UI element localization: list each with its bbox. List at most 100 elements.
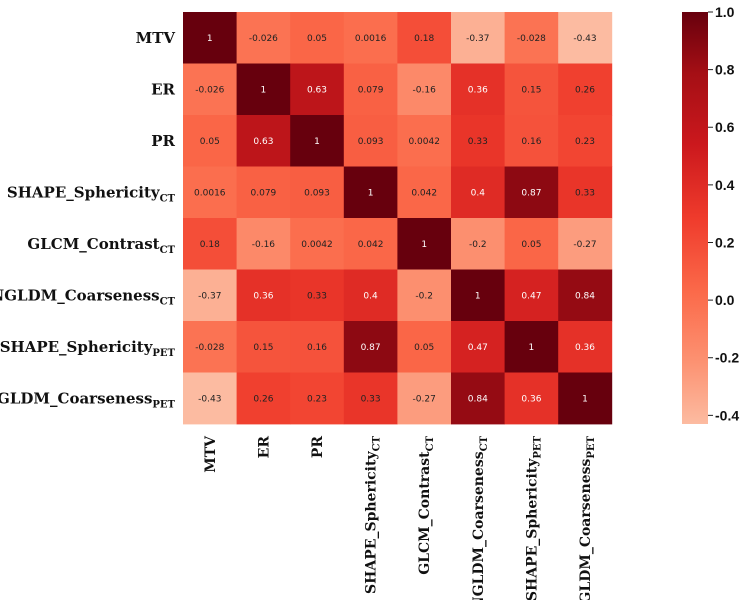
cell-value-r3-c0: 0.0016 [194,188,226,198]
heatmap-cell-r0-c6 [504,12,559,64]
cell-value-r0-c0: 1 [207,34,213,44]
heatmap-cells [183,12,613,425]
cell-value-r5-c3: 0.4 [363,291,378,301]
row-label-0: MTV [136,29,176,47]
heatmap-cell-r0-c3 [343,12,398,64]
cell-value-r7-c4: -0.27 [413,394,436,404]
cell-value-r5-c6: 0.47 [521,291,541,301]
cell-value-r2-c6: 0.16 [521,137,541,147]
cell-value-r6-c6: 1 [529,343,535,353]
column-label-6: SHAPE_SphericityPET [524,435,543,600]
cell-value-r5-c2: 0.33 [307,291,327,301]
cell-value-r5-c1: 0.36 [253,291,273,301]
cell-value-r7-c3: 0.33 [361,394,381,404]
heatmap-cell-r2-c0 [183,115,237,167]
column-label-7: NGLDM_CoarsenessPET [578,435,597,600]
heatmap-cell-r6-c5 [451,321,505,373]
heatmap-cell-r6-c7 [558,321,613,373]
heatmap-cell-r7-c0 [183,372,237,425]
heatmap-cell-r3-c5 [451,166,505,219]
heatmap-cell-r3-c7 [558,166,613,219]
heatmap-cell-r7-c5 [451,372,505,425]
cell-value-r0-c4: 0.18 [414,34,434,44]
heatmap-cell-r1-c5 [451,63,505,116]
heatmap-cell-r3-c4 [397,166,452,219]
heatmap-cell-r3-c0 [183,166,237,219]
row-label-2: PR [151,132,175,150]
cell-value-r7-c6: 0.36 [521,394,541,404]
heatmap-cell-r7-c6 [504,372,559,425]
cell-value-r4-c1: -0.16 [252,240,276,250]
row-label-6: SHAPE_SphericityPET [0,338,176,359]
heatmap-cell-r2-c5 [451,115,505,167]
cell-value-r1-c2: 0.63 [307,85,327,95]
cell-value-r7-c5: 0.84 [468,394,488,404]
cell-value-r6-c5: 0.47 [468,343,488,353]
heatmap-cell-r2-c6 [504,115,559,167]
row-label-3: SHAPE_SphericityCT [7,183,176,204]
heatmap-cell-r6-c4 [397,321,452,373]
colorbar-tick-label-7: -0.4 [715,407,739,423]
heatmap-cell-r0-c1 [236,12,291,64]
cell-value-r5-c5: 1 [475,291,481,301]
heatmap-cell-r5-c5 [451,269,505,322]
heatmap-cell-r7-c4 [397,372,452,425]
cell-value-r7-c7: 1 [582,394,588,404]
colorbar-tick-label-1: 0.8 [715,62,735,78]
cell-value-r6-c2: 0.16 [307,343,327,353]
cell-value-r2-c0: 0.05 [200,137,220,147]
cell-value-r1-c3: 0.079 [358,85,384,95]
cell-value-r1-c7: 0.26 [575,85,595,95]
colorbar-tick-label-2: 0.6 [715,119,735,135]
cell-value-r2-c4: 0.0042 [408,137,440,147]
heatmap-cell-r0-c2 [290,12,345,64]
heatmap-cell-r4-c0 [183,218,237,270]
heatmap-cell-r4-c7 [558,218,613,270]
colorbar-tick-label-5: 0.0 [715,292,735,308]
heatmap-cell-r4-c2 [290,218,345,270]
heatmap-cell-r2-c3 [343,115,398,167]
heatmap-cell-r1-c6 [504,63,559,116]
cell-value-r6-c3: 0.87 [361,343,381,353]
column-label-5: NGLDM_CoarsenessCT [471,435,490,600]
cell-value-r5-c4: -0.2 [415,291,433,301]
colorbar-tick-label-6: -0.2 [715,350,739,366]
colorbar-gradient [682,12,708,424]
cell-value-r4-c0: 0.18 [200,240,220,250]
heatmap-cell-r0-c7 [558,12,613,64]
cell-value-r1-c6: 0.15 [521,85,541,95]
heatmap-cell-r1-c7 [558,63,613,116]
heatmap-cell-r5-c2 [290,269,345,322]
cell-value-r0-c6: -0.028 [517,34,546,44]
cell-value-r6-c0: -0.028 [195,343,224,353]
column-label-4: GLCM_ContrastCT [417,435,436,574]
cell-value-r3-c4: 0.042 [411,188,437,198]
heatmap-cell-r6-c2 [290,321,345,373]
cell-value-r4-c2: 0.0042 [301,240,333,250]
cell-value-r2-c2: 1 [314,137,320,147]
cell-value-r1-c5: 0.36 [468,85,488,95]
cell-value-r2-c5: 0.33 [468,137,488,147]
heatmap-cell-r1-c0 [183,63,237,116]
heatmap-cell-r3-c2 [290,166,345,219]
cell-value-r6-c7: 0.36 [575,343,595,353]
cell-value-r0-c1: -0.026 [249,34,278,44]
heatmap-cell-r5-c4 [397,269,452,322]
cell-value-r5-c0: -0.37 [198,291,221,301]
cell-value-r4-c7: -0.27 [573,240,596,250]
heatmap-cell-r1-c2 [290,63,345,116]
heatmap-cell-r3-c3 [343,166,398,219]
heatmap-cell-r0-c5 [451,12,505,64]
heatmap-cell-r6-c1 [236,321,291,373]
heatmap-cell-r2-c1 [236,115,291,167]
cell-value-r2-c7: 0.23 [575,137,595,147]
colorbar-ticks: 1.0 0.8 0.6 0.4 0.2 0.0 -0.2 -0.4 [708,4,739,423]
cell-value-r1-c0: -0.026 [195,85,224,95]
heatmap-cell-r6-c0 [183,321,237,373]
heatmap-cell-r7-c1 [236,372,291,425]
heatmap-cell-r3-c6 [504,166,559,219]
heatmap-cell-r6-c6 [504,321,559,373]
cell-value-r7-c1: 0.26 [253,394,273,404]
cell-value-r3-c1: 0.079 [251,188,277,198]
